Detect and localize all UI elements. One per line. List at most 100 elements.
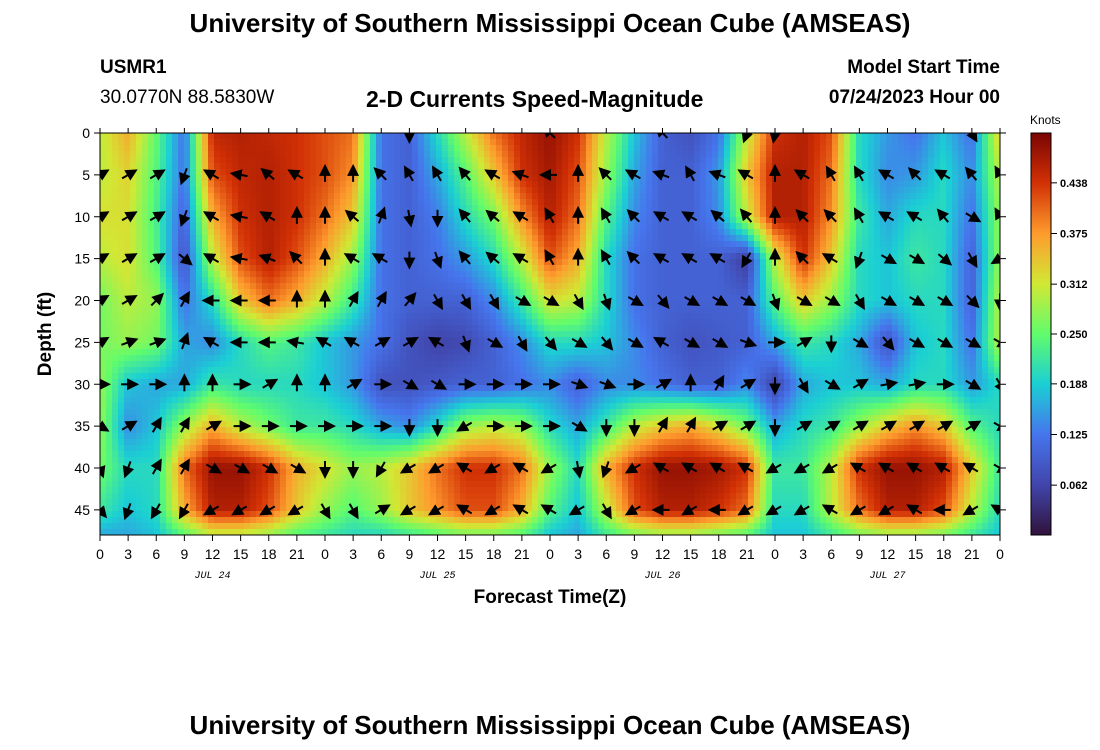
heatmap-cell	[580, 289, 587, 296]
heatmap-cell	[316, 283, 323, 290]
heatmap-cell	[430, 277, 437, 284]
heatmap-cell	[454, 181, 461, 188]
heatmap-cell	[814, 151, 821, 158]
heatmap-cell	[868, 325, 875, 332]
heatmap-cell	[664, 151, 671, 158]
heatmap-cell	[712, 301, 719, 308]
heatmap-cell	[832, 151, 839, 158]
heatmap-cell	[196, 247, 203, 254]
heatmap-cell	[928, 295, 935, 302]
heatmap-cell	[382, 217, 389, 224]
heatmap-cell	[970, 277, 977, 284]
heatmap-cell	[412, 223, 419, 230]
heatmap-cell	[790, 259, 797, 266]
heatmap-cell	[778, 325, 785, 332]
heatmap-cell	[838, 283, 845, 290]
heatmap-cell	[904, 325, 911, 332]
heatmap-cell	[784, 157, 791, 164]
heatmap-cell	[286, 307, 293, 314]
heatmap-cell	[352, 223, 359, 230]
heatmap-cell	[322, 313, 329, 320]
heatmap-cell	[436, 151, 443, 158]
heatmap-cell	[922, 223, 929, 230]
heatmap-cell	[568, 319, 575, 326]
heatmap-cell	[850, 313, 857, 320]
heatmap-cell	[322, 157, 329, 164]
heatmap-cell	[196, 133, 203, 140]
heatmap-cell	[874, 271, 881, 278]
heatmap-cell	[472, 325, 479, 332]
heatmap-cell	[130, 331, 137, 338]
heatmap-cell	[502, 181, 509, 188]
heatmap-cell	[418, 307, 425, 314]
heatmap-cell	[706, 319, 713, 326]
heatmap-cell	[454, 211, 461, 218]
heatmap-cell	[298, 229, 305, 236]
heatmap-cell	[814, 175, 821, 182]
heatmap-cell	[928, 307, 935, 314]
heatmap-cell	[406, 199, 413, 206]
heatmap-cell	[262, 217, 269, 224]
heatmap-cell	[898, 307, 905, 314]
heatmap-cell	[280, 193, 287, 200]
heatmap-cell	[628, 139, 635, 146]
heatmap-cell	[382, 283, 389, 290]
heatmap-cell	[568, 163, 575, 170]
heatmap-cell	[340, 307, 347, 314]
heatmap-cell	[466, 151, 473, 158]
heatmap-cell	[988, 163, 995, 170]
heatmap-cell	[802, 313, 809, 320]
heatmap-cell	[502, 205, 509, 212]
heatmap-cell	[694, 193, 701, 200]
heatmap-cell	[874, 133, 881, 140]
heatmap-cell	[370, 295, 377, 302]
heatmap-cell	[346, 265, 353, 272]
heatmap-cell	[478, 223, 485, 230]
heatmap-cell	[976, 283, 983, 290]
heatmap-cell	[994, 325, 1000, 332]
heatmap-cell	[712, 163, 719, 170]
heatmap-cell	[628, 283, 635, 290]
heatmap-cell	[586, 151, 593, 158]
heatmap-cell	[994, 199, 1000, 206]
heatmap-cell	[604, 235, 611, 242]
heatmap-cell	[160, 139, 167, 146]
heatmap-cell	[292, 151, 299, 158]
heatmap-cell	[820, 235, 827, 242]
heatmap-cell	[622, 271, 629, 278]
heatmap-cell	[502, 163, 509, 170]
heatmap-cell	[274, 307, 281, 314]
heatmap-cell	[838, 301, 845, 308]
heatmap-cell	[112, 265, 119, 272]
heatmap-cell	[484, 313, 491, 320]
heatmap-cell	[892, 313, 899, 320]
heatmap-cell	[340, 217, 347, 224]
heatmap-cell	[592, 223, 599, 230]
heatmap-cell	[430, 157, 437, 164]
heatmap-cell	[622, 253, 629, 260]
heatmap-cell	[328, 277, 335, 284]
heatmap-cell	[676, 307, 683, 314]
heatmap-cell	[616, 271, 623, 278]
heatmap-cell	[178, 277, 185, 284]
heatmap-cell	[928, 259, 935, 266]
heatmap-cell	[460, 133, 467, 140]
heatmap-cell	[808, 319, 815, 326]
heatmap-cell	[976, 175, 983, 182]
heatmap-cell	[970, 223, 977, 230]
heatmap-cell	[808, 283, 815, 290]
heatmap-cell	[982, 241, 989, 248]
heatmap-cell	[304, 163, 311, 170]
heatmap-cell	[334, 301, 341, 308]
heatmap-cell	[658, 241, 665, 248]
heatmap-cell	[868, 265, 875, 272]
heatmap-cell	[616, 229, 623, 236]
heatmap-cell	[262, 241, 269, 248]
heatmap-cell	[508, 289, 515, 296]
heatmap-cell	[760, 277, 767, 284]
heatmap-cell	[886, 265, 893, 272]
heatmap-cell	[934, 199, 941, 206]
heatmap-cell	[868, 307, 875, 314]
heatmap-cell	[796, 205, 803, 212]
heatmap-cell	[112, 181, 119, 188]
